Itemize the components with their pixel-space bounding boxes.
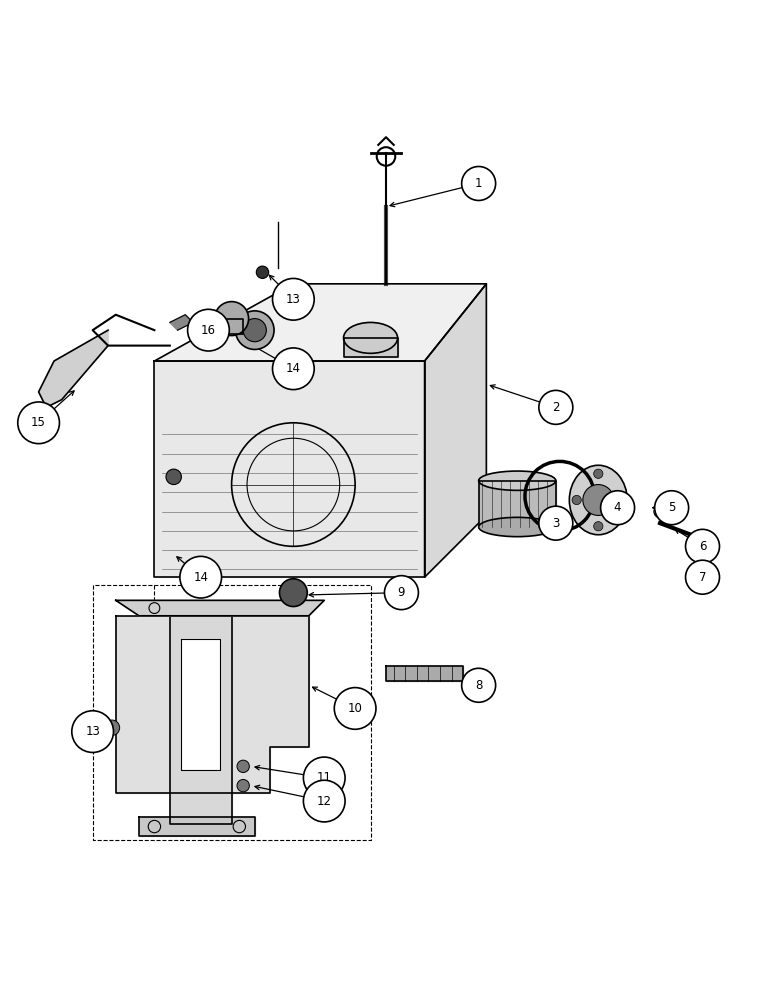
Polygon shape	[344, 338, 398, 357]
Circle shape	[235, 311, 274, 349]
Ellipse shape	[479, 517, 556, 537]
Circle shape	[615, 495, 625, 505]
Circle shape	[462, 668, 496, 702]
Polygon shape	[139, 817, 255, 836]
Circle shape	[594, 522, 603, 531]
Circle shape	[601, 491, 635, 525]
Circle shape	[539, 506, 573, 540]
Text: 1: 1	[475, 177, 482, 190]
Text: 9: 9	[398, 586, 405, 599]
Polygon shape	[154, 284, 486, 361]
Polygon shape	[181, 639, 220, 770]
Circle shape	[655, 491, 689, 525]
Circle shape	[237, 760, 249, 773]
Circle shape	[384, 576, 418, 610]
Circle shape	[273, 348, 314, 390]
Circle shape	[334, 688, 376, 729]
Polygon shape	[116, 600, 324, 616]
Text: 13: 13	[286, 293, 301, 306]
Text: 12: 12	[317, 795, 332, 808]
Circle shape	[243, 319, 266, 342]
Text: 11: 11	[317, 771, 332, 784]
Circle shape	[572, 495, 581, 505]
Text: 6: 6	[699, 540, 706, 553]
Circle shape	[583, 485, 614, 515]
Circle shape	[462, 166, 496, 200]
Polygon shape	[425, 284, 486, 577]
Polygon shape	[154, 361, 425, 577]
Circle shape	[237, 779, 249, 792]
Circle shape	[303, 780, 345, 822]
Polygon shape	[39, 330, 108, 407]
Ellipse shape	[569, 465, 627, 535]
Polygon shape	[386, 666, 463, 681]
Circle shape	[72, 711, 113, 752]
Polygon shape	[116, 616, 309, 793]
Text: 4: 4	[614, 501, 621, 514]
Circle shape	[104, 720, 120, 735]
Polygon shape	[220, 319, 243, 334]
Ellipse shape	[344, 322, 398, 353]
Text: 15: 15	[31, 416, 46, 429]
Circle shape	[256, 266, 269, 278]
Circle shape	[303, 757, 345, 799]
Text: 10: 10	[347, 702, 363, 715]
Text: 14: 14	[286, 362, 301, 375]
Circle shape	[166, 469, 181, 485]
Polygon shape	[170, 616, 232, 824]
Text: 8: 8	[475, 679, 482, 692]
Polygon shape	[170, 315, 193, 330]
Ellipse shape	[479, 471, 556, 490]
Text: 3: 3	[552, 517, 560, 530]
Circle shape	[215, 302, 249, 336]
Text: 16: 16	[201, 324, 216, 337]
Circle shape	[188, 309, 229, 351]
Circle shape	[180, 556, 222, 598]
Circle shape	[279, 579, 307, 607]
Circle shape	[654, 505, 666, 518]
Circle shape	[686, 529, 720, 563]
Circle shape	[539, 390, 573, 424]
Circle shape	[686, 560, 720, 594]
Text: 7: 7	[699, 571, 706, 584]
Text: 14: 14	[193, 571, 208, 584]
Text: 5: 5	[668, 501, 676, 514]
Text: 13: 13	[85, 725, 100, 738]
Circle shape	[594, 469, 603, 478]
Polygon shape	[479, 481, 556, 527]
Circle shape	[273, 278, 314, 320]
Circle shape	[18, 402, 59, 444]
Text: 2: 2	[552, 401, 560, 414]
Polygon shape	[699, 539, 710, 544]
